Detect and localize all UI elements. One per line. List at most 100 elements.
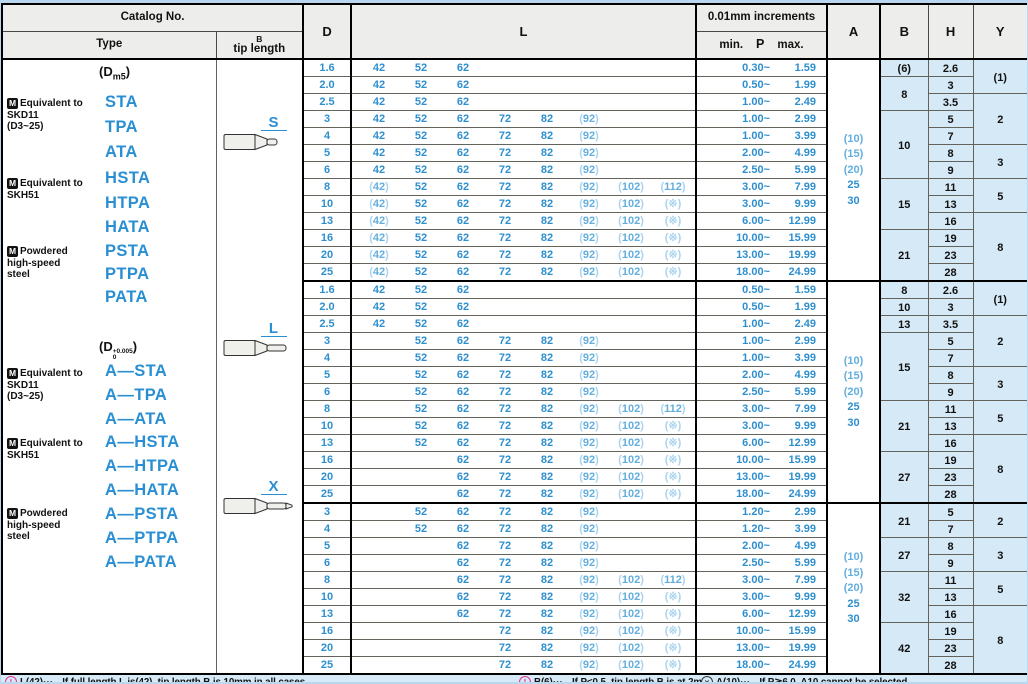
- d-value-cell: 6: [302, 383, 353, 401]
- p-range-cell: 1.00~ 2.99: [695, 110, 829, 128]
- l-values-cell: 42 52 62: [350, 298, 697, 316]
- h-cell: 2.6: [927, 280, 974, 299]
- p-range-cell: 13.00~ 19.99: [695, 639, 829, 657]
- header-tip-b: B: [256, 33, 263, 44]
- p-range-cell: 10.00~ 15.99: [695, 622, 829, 640]
- p-range-cell: 2.50~ 5.99: [695, 161, 829, 179]
- p-range-cell: 0.50~ 1.99: [695, 298, 829, 316]
- l-values-cell: 52 62 72 82 (92): [350, 383, 697, 401]
- footnote-row: ! L(42)⋯→If full length L is(42), tip len…: [1, 675, 1027, 682]
- p-range-cell: 3.00~ 7.99: [695, 178, 829, 196]
- tip-shape-l: L: [221, 321, 299, 362]
- b-cell: 27: [879, 537, 929, 572]
- l-values-cell: 42 52 62: [350, 58, 697, 77]
- d-value-cell: 4: [302, 349, 353, 367]
- type-name: PTPA: [105, 265, 150, 283]
- footnotes-area: ! L(42)⋯→If full length L is(42), tip len…: [1, 675, 1027, 682]
- type-name: HTPA: [105, 194, 151, 212]
- footnote: × A(10)⋯→If P≧6.0, A10 cannot be selected…: [701, 676, 1027, 682]
- l-values-cell: (42) 52 62 72 82 (92) (102) (※): [350, 195, 697, 213]
- p-range-cell: 10.00~ 15.99: [695, 451, 829, 469]
- l-values-cell: 52 62 72 82 (92): [350, 366, 697, 384]
- type-cell: (Dm5) STA TPA ATA HSTA HTPA HATA PSTA PTPA PATA (D…: [1, 58, 217, 675]
- d-value-cell: 10: [302, 417, 353, 435]
- d-value-cell: 1.6: [302, 280, 353, 299]
- material-group-label: M Equivalent to SKD11 (D3~25): [7, 368, 83, 402]
- h-cell: 16: [927, 605, 974, 623]
- material-group-label: M Equivalent to SKH51: [7, 178, 83, 201]
- d-value-cell: 25: [302, 485, 353, 504]
- b-cell: (6): [879, 58, 929, 77]
- h-cell: 13: [927, 588, 974, 606]
- table-row: 20 (42) 52 62 72 82 (92) (102) (※) 13.00~ 19.99 23: [2, 246, 1027, 264]
- table-row: 8 52 62 72 82 (92) (102) (112) 3.00~ 7.99 21 11 5: [2, 400, 1027, 452]
- l-values-cell: 42 52 62 72 82 (92): [350, 161, 697, 179]
- h-cell: 3: [927, 298, 974, 316]
- h-cell: 11: [927, 178, 974, 196]
- l-values-cell: 42 52 62: [350, 315, 697, 333]
- p-range-cell: 1.20~ 3.99: [695, 520, 829, 538]
- l-values-cell: (42) 52 62 72 82 (92) (102) (※): [350, 246, 697, 264]
- type-name: PATA: [105, 288, 148, 306]
- type-name: A—TPA: [105, 386, 168, 404]
- table-row: (Dm5) STA TPA ATA HSTA HTPA HATA PSTA PTPA PATA (D…: [1, 58, 1027, 675]
- y-cell: (1): [972, 280, 1027, 316]
- h-cell: 5: [927, 502, 974, 521]
- h-cell: 5: [927, 332, 974, 350]
- table-row: 6 52 62 72 82 (92) 2.50~ 5.99 9: [2, 383, 1027, 401]
- table-row: 5 52 62 72 82 (92) 2.00~ 4.99 8 3: [2, 366, 1027, 401]
- b-cell: 42: [879, 622, 929, 675]
- footnote: ! B(6)⋯→If P<0.5, tip length B is at 2mm.: [519, 676, 701, 682]
- l-values-cell: 72 82 (92) (102) (※): [350, 639, 697, 657]
- l-values-cell: 42 52 62 72 82 (92): [350, 110, 697, 128]
- b-cell: 21: [879, 502, 929, 538]
- d-value-cell: 13: [302, 212, 353, 230]
- type-name: A—PSTA: [105, 505, 179, 523]
- h-cell: 19: [927, 229, 974, 247]
- l-values-cell: 52 62 72 82 (92): [350, 332, 697, 350]
- p-range-cell: 1.00~ 3.99: [695, 127, 829, 145]
- type-name: TPA: [105, 118, 138, 136]
- h-cell: 11: [927, 400, 974, 418]
- h-cell: 9: [927, 161, 974, 179]
- table-row: 3 52 62 72 82 (92) 1.00~ 2.99 15 5: [2, 332, 1027, 401]
- l-values-cell: 62 72 82 (92): [350, 537, 697, 555]
- table-row: 10 (42) 52 62 72 82 (92) (102) (※) 3.00~ 9.99 13: [2, 195, 1027, 213]
- b-cell: 8: [879, 76, 929, 111]
- p-range-cell: 18.00~ 24.99: [695, 263, 829, 282]
- d-value-cell: 8: [302, 178, 353, 196]
- m-icon: M: [7, 246, 18, 257]
- a-cell: (10) (15) (20) 25 30: [826, 280, 882, 504]
- b-cell: 21: [879, 400, 929, 452]
- d-value-cell: 13: [302, 434, 353, 452]
- y-cell: 5: [972, 571, 1027, 606]
- y-cell: 5: [972, 178, 1027, 213]
- h-cell: 28: [927, 656, 974, 675]
- tip-length-letter: L: [260, 321, 287, 337]
- p-range-cell: 18.00~ 24.99: [695, 656, 829, 675]
- p-range-cell: 13.00~ 19.99: [695, 246, 829, 264]
- h-cell: 8: [927, 537, 974, 555]
- d-value-cell: 3: [302, 332, 353, 350]
- table-row: 25 62 72 82 (92) (102) (※) 18.00~ 24.99 28: [2, 485, 1027, 504]
- b-cell: 10: [879, 110, 929, 179]
- material-group-label: M Equivalent to SKH51: [7, 438, 83, 461]
- d-value-cell: 2.5: [302, 93, 353, 111]
- d-value-cell: 20: [302, 246, 353, 264]
- d-value-cell: 20: [302, 639, 353, 657]
- table-row: 3 42 52 62 72 82 (92) 1.00~ 2.99 10 5: [2, 110, 1027, 179]
- a-cell: (10) (15) (20) 25 30: [826, 502, 882, 675]
- l-values-cell: 62 72 82 (92) (102) (※): [350, 605, 697, 623]
- h-cell: 7: [927, 127, 974, 145]
- type-name: A—ATA: [105, 410, 167, 428]
- y-cell: 8: [972, 434, 1027, 504]
- header-h: H: [927, 3, 974, 60]
- l-values-cell: (42) 52 62 72 82 (92) (102) (※): [350, 229, 697, 247]
- l-values-cell: 52 62 72 82 (92): [350, 520, 697, 538]
- d-value-cell: 25: [302, 263, 353, 282]
- d-value-cell: 4: [302, 520, 353, 538]
- type-name: A—PATA: [105, 553, 178, 571]
- punch-silhouette-S: [223, 133, 277, 151]
- p-range-cell: 2.00~ 4.99: [695, 366, 829, 384]
- p-range-cell: 2.50~ 5.99: [695, 383, 829, 401]
